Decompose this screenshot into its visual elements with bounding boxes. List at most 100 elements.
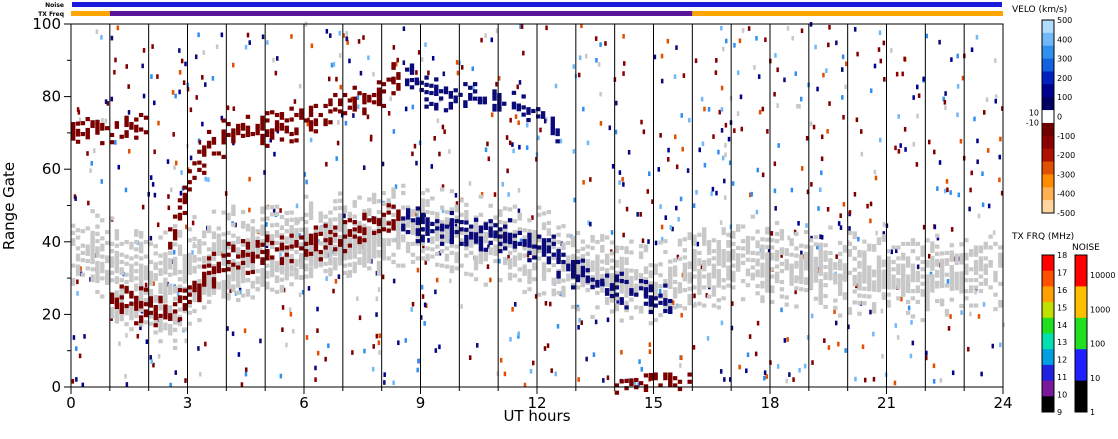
- scatter-point: [172, 232, 178, 237]
- scatter-point: [512, 148, 515, 154]
- scatter-point: [439, 249, 445, 254]
- scatter-point: [454, 259, 459, 264]
- scatter-point: [677, 216, 680, 222]
- scatter-point: [430, 247, 435, 252]
- scatter-point: [716, 298, 721, 303]
- scatter-point: [643, 287, 649, 292]
- scatter-point: [172, 338, 178, 343]
- scatter-point: [546, 238, 552, 243]
- scatter-point: [789, 267, 794, 272]
- scatter-point: [459, 227, 464, 232]
- scatter-point: [80, 121, 86, 126]
- scatter-point: [750, 191, 754, 197]
- scatter-point: [375, 312, 378, 317]
- scatter-point: [425, 231, 430, 236]
- scatter-point: [916, 84, 919, 90]
- scatter-point: [700, 96, 704, 102]
- scatter-point: [182, 288, 188, 293]
- scatter-point: [736, 70, 740, 76]
- scatter-point: [362, 252, 367, 257]
- scatter-point: [634, 272, 639, 277]
- scatter-point: [994, 58, 997, 63]
- scatter-point: [537, 238, 542, 243]
- scatter-point: [679, 363, 682, 368]
- scatter-point: [245, 227, 251, 232]
- noise-colorbar-swatch: [1075, 349, 1087, 382]
- scatter-point: [618, 170, 622, 175]
- scatter-point: [202, 230, 207, 235]
- scatter-point: [318, 231, 323, 236]
- scatter-point: [998, 299, 1003, 305]
- scatter-point: [760, 269, 765, 275]
- scatter-point: [933, 149, 936, 155]
- scatter-point: [551, 292, 556, 297]
- scatter-point: [376, 98, 382, 103]
- noise-colorbar-title: NOISE: [1072, 243, 1100, 253]
- scatter-point: [477, 100, 483, 105]
- scatter-point: [624, 279, 629, 285]
- scatter-point: [480, 192, 484, 197]
- scatter-point: [516, 107, 521, 112]
- scatter-point: [226, 212, 231, 217]
- scatter-point: [255, 287, 260, 292]
- scatter-point: [216, 251, 221, 256]
- scatter-point: [907, 305, 911, 311]
- scatter-point: [614, 249, 620, 254]
- scatter-point: [814, 44, 817, 50]
- scatter-point: [779, 261, 785, 266]
- scatter-point: [337, 239, 343, 244]
- scatter-point: [668, 270, 673, 275]
- scatter-point: [973, 259, 979, 265]
- scatter-point: [216, 226, 221, 231]
- scatter-point: [721, 285, 726, 290]
- scatter-point: [468, 85, 473, 90]
- scatter-point: [318, 263, 323, 268]
- scatter-point: [740, 224, 746, 229]
- velocity-colorbar-swatch: [1042, 174, 1054, 188]
- scatter-point: [202, 282, 207, 287]
- scatter-point: [726, 283, 731, 288]
- scatter-point: [634, 269, 639, 274]
- scatter-point: [308, 212, 314, 217]
- scatter-point: [935, 280, 940, 285]
- scatter-point: [279, 260, 285, 265]
- scatter-point: [308, 248, 314, 253]
- scatter-point: [842, 244, 848, 250]
- scatter-point: [362, 111, 367, 116]
- scatter-point: [570, 254, 576, 259]
- scatter-point: [614, 303, 620, 308]
- scatter-point: [333, 228, 338, 233]
- noise-colorbar-swatch: [1075, 380, 1087, 413]
- scatter-point: [143, 302, 149, 307]
- scatter-point: [755, 258, 760, 263]
- scatter-point: [340, 112, 344, 118]
- scatter-point: [104, 230, 110, 235]
- scatter-point: [575, 267, 581, 272]
- scatter-point: [75, 121, 81, 126]
- scatter-point: [308, 201, 314, 206]
- scatter-point: [172, 302, 178, 307]
- scatter-point: [711, 263, 717, 268]
- scatter-point: [896, 278, 901, 283]
- velocity-colorbar-swatch: [1042, 148, 1054, 163]
- scatter-point: [71, 238, 76, 243]
- scatter-point: [760, 284, 765, 289]
- scatter-point: [328, 232, 333, 237]
- scatter-point: [881, 263, 887, 268]
- scatter-point: [828, 269, 833, 274]
- scatter-point: [970, 170, 973, 176]
- scatter-point: [554, 371, 557, 377]
- x-tick-label: 18: [760, 394, 779, 412]
- scatter-point: [221, 257, 226, 262]
- scatter-point: [197, 32, 200, 38]
- scatter-point: [443, 108, 449, 113]
- scatter-point: [878, 137, 882, 143]
- scatter-point: [692, 234, 697, 239]
- scatter-point: [401, 263, 406, 268]
- scatter-point: [420, 205, 425, 210]
- scatter-point: [640, 119, 643, 125]
- scatter-point: [439, 227, 445, 232]
- scatter-point: [604, 41, 607, 46]
- scatter-point: [566, 255, 571, 260]
- scatter-point: [780, 307, 783, 313]
